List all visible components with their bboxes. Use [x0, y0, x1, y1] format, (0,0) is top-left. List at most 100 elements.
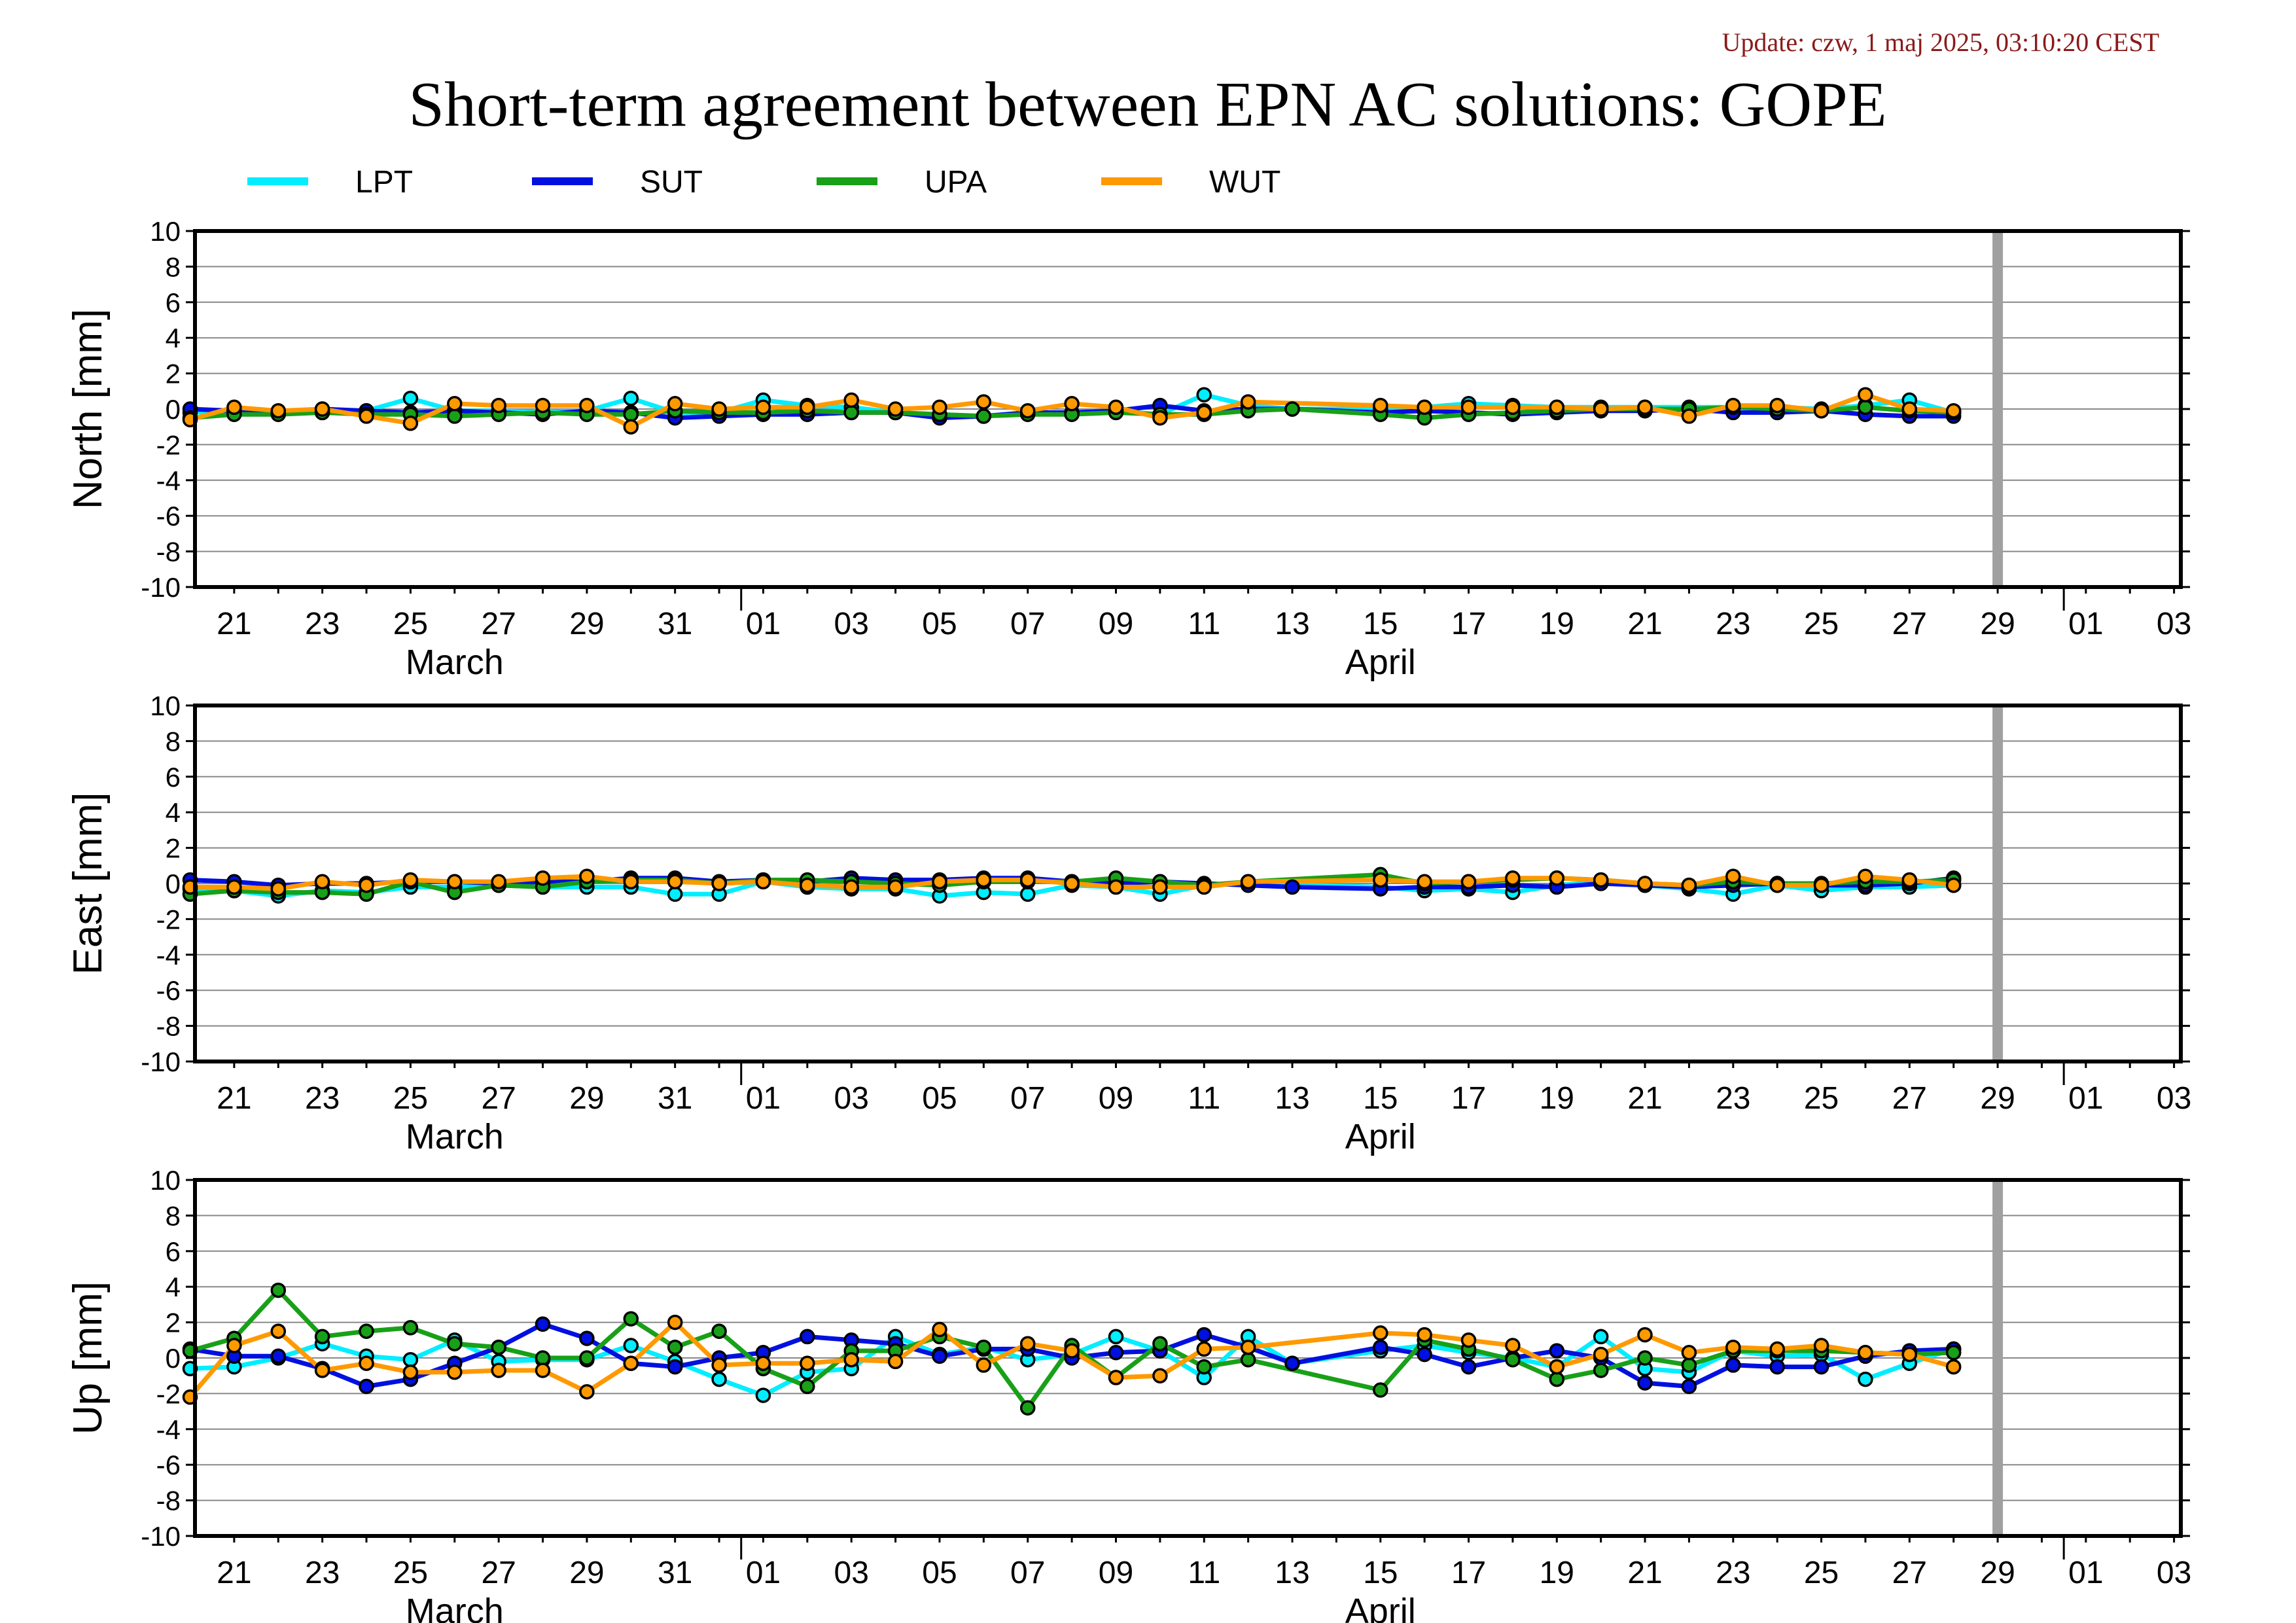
- x-tick-label: 31: [658, 1081, 692, 1116]
- point-lpt: [402, 390, 419, 406]
- point-wut: [1064, 1343, 1080, 1359]
- point-upa: [1637, 1350, 1653, 1366]
- point-upa: [447, 408, 463, 424]
- point-sut: [1196, 1327, 1212, 1343]
- point-wut: [755, 1355, 771, 1371]
- point-wut: [1019, 872, 1036, 888]
- point-sut: [1637, 1375, 1653, 1391]
- point-wut: [1240, 1339, 1256, 1355]
- point-wut: [1019, 1336, 1036, 1351]
- point-lpt: [1108, 1329, 1124, 1345]
- x-tick-label: 07: [1010, 607, 1045, 641]
- x-tick-label: 01: [746, 1081, 781, 1116]
- point-sut: [1549, 1343, 1565, 1359]
- point-upa: [667, 1339, 683, 1355]
- point-wut: [1681, 877, 1697, 893]
- x-tick-label: 27: [481, 1081, 516, 1116]
- point-lpt: [1196, 387, 1212, 402]
- point-lpt: [1019, 886, 1036, 902]
- y-axis-label: East [mm]: [65, 792, 111, 974]
- point-wut: [447, 1364, 463, 1380]
- point-wut: [314, 874, 330, 890]
- point-wut: [491, 397, 506, 414]
- y-tick-label: -6: [156, 501, 181, 531]
- point-wut: [932, 1321, 947, 1338]
- x-tick-label: 25: [1804, 607, 1839, 641]
- point-wut: [402, 1364, 419, 1380]
- point-wut: [1505, 1338, 1521, 1353]
- point-sut: [579, 1330, 595, 1346]
- x-tick-label: 03: [834, 607, 869, 641]
- point-upa: [491, 1339, 506, 1355]
- point-wut: [1373, 397, 1388, 414]
- x-tick-label: 01: [2068, 1081, 2103, 1116]
- point-wut: [1108, 879, 1124, 895]
- panel-east: 10 8 6 4 2 0 -2 -4 -6 -8 -10 21 23 25 27 29 31 01 03 05 07 09…: [65, 690, 2191, 1156]
- point-upa: [1549, 1371, 1565, 1387]
- x-tick-label: 21: [217, 1556, 251, 1590]
- point-wut: [623, 874, 639, 890]
- y-tick-label: 0: [166, 868, 181, 899]
- current-day-bar: [1992, 1180, 2004, 1536]
- point-wut: [1593, 1346, 1609, 1363]
- point-wut: [314, 1363, 330, 1378]
- month-label: March: [406, 643, 504, 682]
- x-tick-label: 31: [658, 1556, 692, 1590]
- point-upa: [1196, 1359, 1212, 1375]
- point-wut: [1373, 872, 1388, 888]
- x-tick-label: 19: [1540, 607, 1574, 641]
- x-tick-label: 13: [1275, 1556, 1309, 1590]
- x-tick-label: 23: [1716, 1081, 1750, 1116]
- point-wut: [800, 399, 815, 416]
- point-wut: [1637, 1327, 1653, 1343]
- point-wut: [1901, 872, 1918, 888]
- point-upa: [1593, 1363, 1609, 1378]
- point-wut: [1637, 399, 1653, 416]
- y-tick-label: 2: [166, 833, 181, 864]
- x-tick-label: 13: [1275, 607, 1309, 641]
- point-wut: [535, 870, 551, 886]
- x-tick-label: 29: [569, 607, 604, 641]
- series-line-lpt: [190, 1334, 1954, 1398]
- x-tick-label: 11: [1188, 1081, 1220, 1116]
- plot-frame: [193, 1178, 2183, 1538]
- point-wut: [800, 877, 815, 893]
- point-upa: [535, 1350, 551, 1366]
- point-wut: [1945, 402, 1962, 419]
- x-tick-label: 25: [1804, 1556, 1839, 1590]
- point-wut: [491, 874, 506, 890]
- legend-label-sut: SUT: [640, 165, 703, 200]
- point-wut: [1373, 1325, 1388, 1341]
- x-tick-label: 25: [393, 1081, 428, 1116]
- plot-frame: [193, 704, 2183, 1063]
- point-upa: [270, 1282, 287, 1298]
- point-wut: [1549, 1359, 1565, 1375]
- point-wut: [1417, 874, 1432, 890]
- legend-label-upa: UPA: [925, 165, 987, 200]
- point-upa: [1152, 1336, 1168, 1351]
- point-wut: [623, 1355, 639, 1371]
- point-wut: [579, 1383, 595, 1400]
- point-wut: [535, 397, 551, 414]
- point-wut: [1593, 401, 1609, 417]
- y-tick-label: 0: [166, 394, 181, 425]
- point-wut: [887, 879, 904, 895]
- point-wut: [1417, 1327, 1432, 1343]
- point-wut: [932, 399, 947, 416]
- point-wut: [623, 419, 639, 435]
- point-lpt: [755, 1387, 771, 1403]
- point-wut: [976, 872, 992, 888]
- x-tick-label: 03: [2157, 607, 2191, 641]
- y-tick-label: -10: [141, 1046, 181, 1077]
- y-tick-label: 6: [166, 287, 181, 318]
- point-sut: [1813, 1359, 1829, 1375]
- point-wut: [1064, 876, 1080, 891]
- x-tick-label: 29: [569, 1081, 604, 1116]
- point-wut: [1681, 408, 1697, 424]
- point-lpt: [623, 1338, 639, 1353]
- point-wut: [932, 874, 947, 890]
- x-tick-label: 01: [2068, 607, 2103, 641]
- point-wut: [711, 401, 727, 417]
- point-wut: [359, 1355, 374, 1371]
